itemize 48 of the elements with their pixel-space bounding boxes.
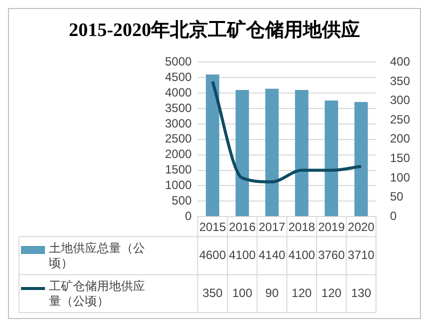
data-label: 4100 — [288, 248, 316, 262]
legend-label: 工矿仓储用地供应量（公顷） — [49, 278, 146, 309]
data-label: 120 — [321, 286, 342, 300]
y-tick-label: 4000 — [164, 85, 192, 100]
data-label: 130 — [351, 286, 372, 300]
data-label: 4140 — [258, 248, 286, 262]
y2-tick-label: 300 — [390, 93, 410, 108]
x-tick-label: 2017 — [258, 220, 286, 234]
bar — [324, 100, 338, 216]
x-tick-label: 2020 — [348, 220, 375, 234]
y-tick-label: 500 — [172, 193, 192, 208]
y2-tick-label: 200 — [390, 132, 410, 146]
y2-tick-label: 250 — [390, 112, 410, 126]
y2-tick-label: 50 — [390, 190, 404, 204]
x-tick-label: 2018 — [288, 220, 316, 234]
y-tick-label: 1000 — [164, 178, 192, 192]
bar — [206, 74, 220, 216]
bar — [236, 90, 249, 216]
x-tick-label: 2019 — [318, 220, 346, 234]
y-tick-label: 3500 — [164, 100, 192, 115]
chart-title: 2015-2020年北京工矿仓储用地供应 — [68, 18, 362, 43]
line-series — [211, 80, 363, 184]
y2-tick-label: 150 — [390, 151, 410, 166]
y-tick-label: 3000 — [164, 116, 192, 130]
data-label: 90 — [265, 286, 279, 300]
y-tick-label: 4500 — [164, 70, 192, 84]
y-tick-label: 2500 — [164, 132, 192, 146]
bar — [265, 88, 279, 216]
legend-label: 土地供应总量（公顷） — [49, 240, 146, 271]
y-tick-label: 0 — [185, 208, 192, 223]
data-label: 4100 — [228, 248, 256, 262]
data-label: 350 — [202, 286, 223, 300]
bar — [295, 90, 308, 216]
y-tick-label: 1500 — [164, 162, 192, 177]
x-tick-label: 2015 — [199, 220, 226, 234]
x-tick-label: 2016 — [228, 220, 256, 234]
y2-tick-label: 0 — [390, 208, 397, 223]
y2-tick-label: 350 — [390, 74, 410, 88]
bar — [354, 102, 368, 216]
data-label: 3710 — [348, 248, 375, 262]
y2-tick-label: 100 — [390, 170, 410, 184]
data-label: 4600 — [199, 248, 226, 262]
data-label: 3760 — [318, 248, 346, 262]
y-tick-label: 2000 — [164, 147, 192, 162]
y-tick-label: 5000 — [164, 54, 192, 69]
data-label: 100 — [232, 286, 253, 300]
y2-tick-label: 400 — [390, 54, 410, 69]
data-label: 120 — [292, 286, 312, 300]
